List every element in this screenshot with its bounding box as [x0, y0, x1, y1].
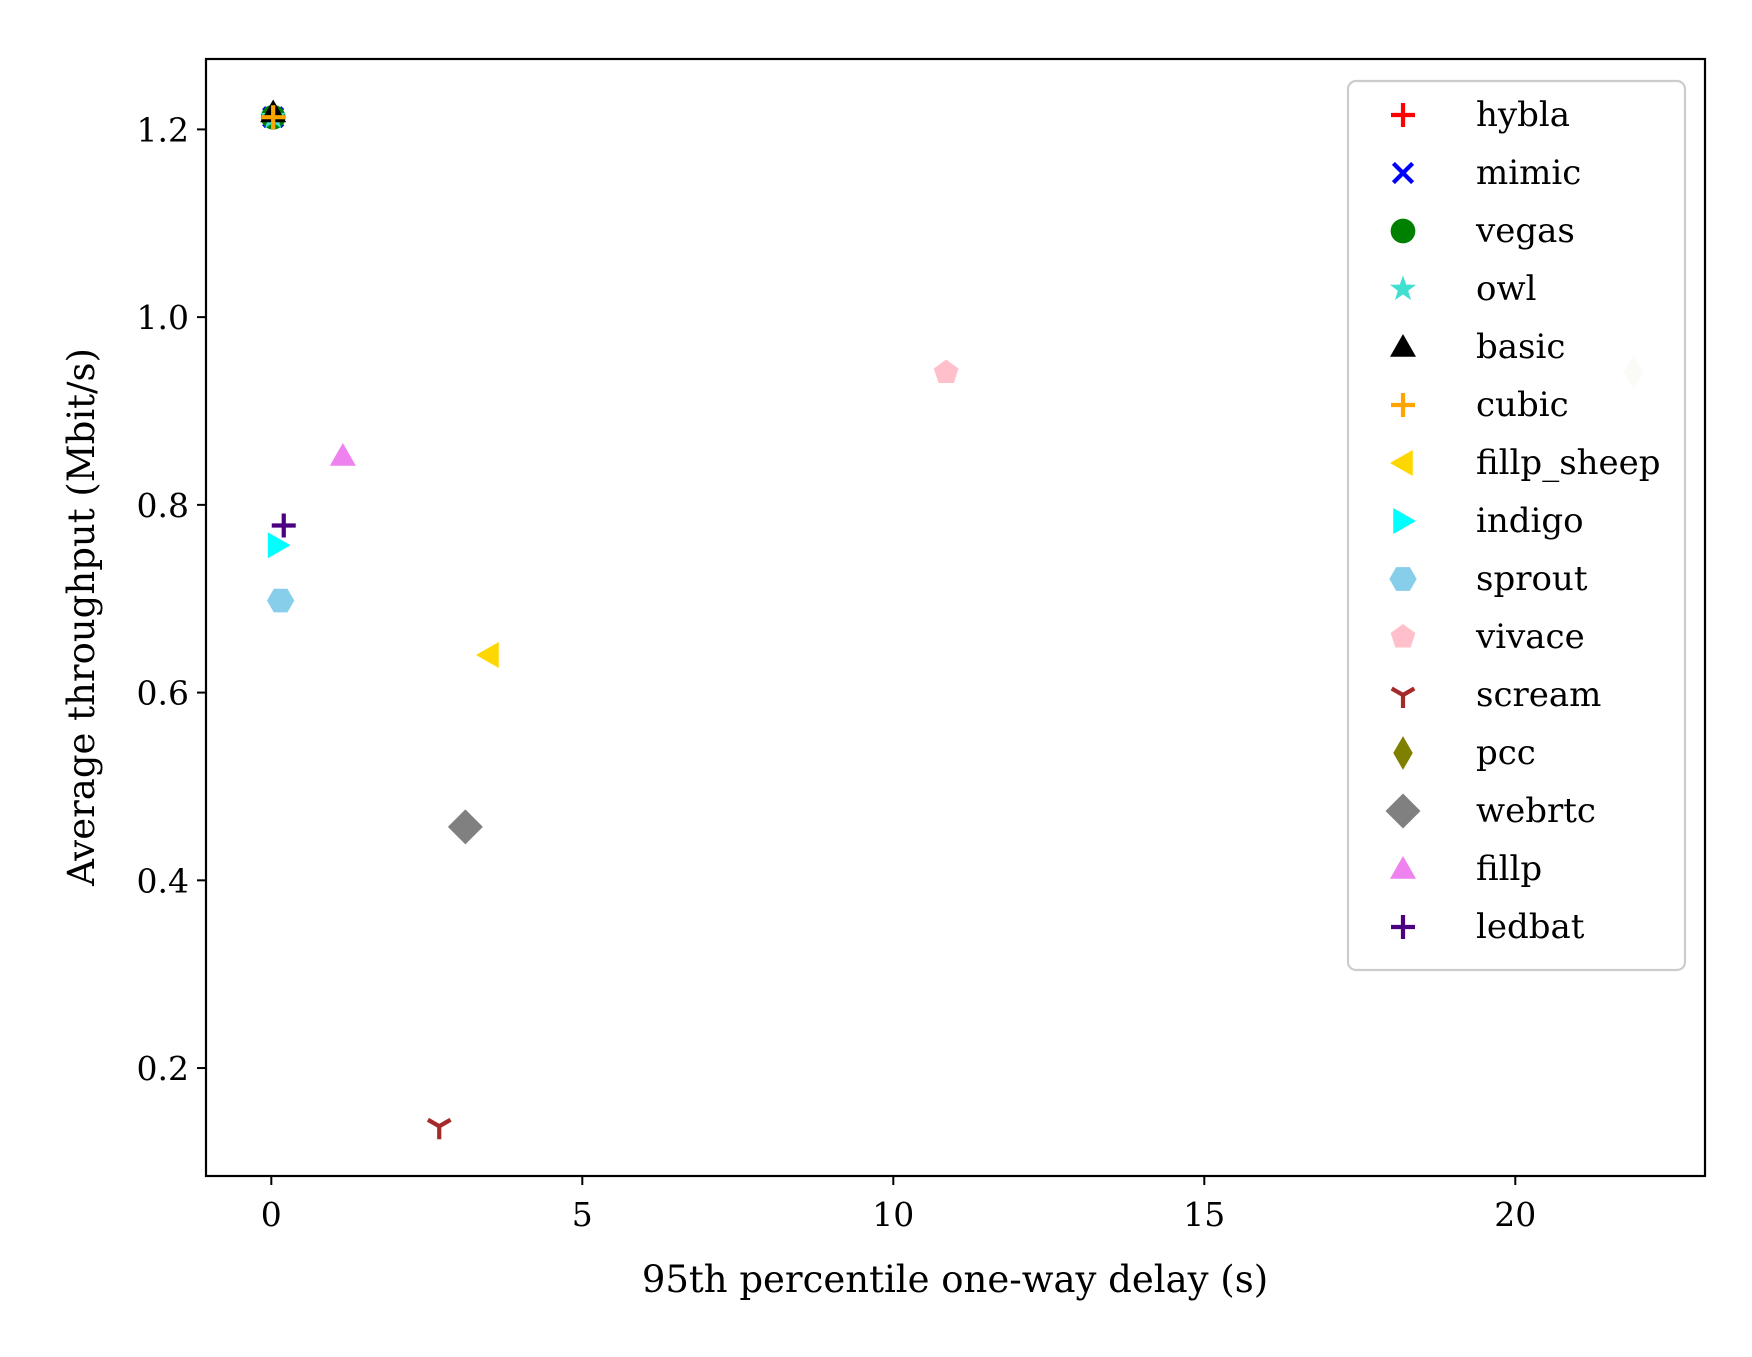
x-axis-ticks: 0 5 10 15 20 — [261, 1176, 1536, 1234]
y-tick-label: 0.2 — [137, 1049, 189, 1088]
y-axis-ticks: 0.2 0.4 0.6 0.8 1.0 1.2 — [137, 110, 206, 1088]
y-tick-label: 0.8 — [137, 486, 189, 525]
y-tick-label: 0.6 — [137, 674, 189, 713]
legend-marker-cubic — [1391, 393, 1415, 417]
data-point-vivace — [933, 359, 959, 384]
legend-label-basic: basic — [1476, 327, 1565, 367]
legend-marker-pcc — [1393, 736, 1413, 770]
y-axis-label: Average throughput (Mbit/s) — [60, 348, 103, 887]
legend-marker-vivace — [1390, 624, 1416, 648]
legend-label-pcc: pcc — [1476, 733, 1536, 773]
legend-label-scream: scream — [1476, 675, 1601, 715]
legend: hybla mimic vegas owl basic cubic fillp_sheepi… — [1346, 79, 1687, 972]
legend-box — [1346, 79, 1687, 972]
legend-marker-webrtc — [1385, 793, 1421, 829]
legend-marker-fillp — [1390, 856, 1416, 879]
x-tick-label: 5 — [572, 1195, 593, 1234]
legend-label-hybla: hybla — [1476, 95, 1570, 135]
y-tick-label: 1.2 — [137, 110, 189, 149]
x-tick-label: 0 — [261, 1195, 282, 1234]
legend-marker-vegas — [1390, 218, 1416, 244]
legend-label-fillp: fillp — [1476, 849, 1542, 889]
legend-label-mimic: mimic — [1476, 153, 1581, 193]
data-point-ledbat — [271, 513, 296, 538]
legend-marker-indigo — [1393, 508, 1416, 534]
data-point-webrtc — [447, 809, 483, 845]
data-point-indigo — [267, 532, 291, 559]
legend-label-sprout: sprout — [1476, 559, 1588, 599]
plot-area-frame — [204, 57, 1707, 1178]
legend-label-fillp-sheep: fillp_sheep — [1476, 443, 1661, 483]
legend-marker-scream — [1390, 686, 1416, 708]
legend-label-cubic: cubic — [1476, 385, 1569, 425]
x-tick-label: 10 — [872, 1195, 914, 1234]
legend-marker-basic — [1390, 334, 1416, 357]
legend-label-vivace: vivace — [1475, 617, 1585, 657]
data-point-cubic — [261, 105, 286, 130]
legend-marker-mimic — [1391, 161, 1415, 185]
legend-marker-ledbat — [1391, 915, 1415, 939]
x-tick-label: 20 — [1494, 1195, 1536, 1234]
legend-label-vegas: vegas — [1475, 211, 1575, 251]
legend-items: hybla mimic vegas owl basic cubic fillp_sheepi… — [1385, 95, 1661, 947]
legend-label-indigo: indigo — [1476, 501, 1584, 541]
y-tick-label: 1.0 — [137, 298, 189, 337]
data-point-scream — [426, 1117, 452, 1140]
legend-label-webrtc: webrtc — [1476, 791, 1596, 831]
legend-marker-sprout — [1389, 567, 1417, 591]
data-point-sprout — [266, 588, 295, 613]
x-axis-label: 95th percentile one-way delay (s) — [642, 1258, 1268, 1301]
legend-label-owl: owl — [1476, 269, 1536, 309]
data-point-fillp-sheep — [476, 642, 499, 669]
legend-label-ledbat: ledbat — [1476, 907, 1585, 947]
data-point-fillp — [329, 443, 356, 466]
legend-marker-hybla — [1391, 103, 1415, 127]
legend-marker-owl — [1390, 275, 1416, 301]
x-tick-label: 15 — [1183, 1195, 1225, 1234]
y-tick-label: 0.4 — [137, 861, 189, 900]
legend-marker-fillp-sheep — [1390, 450, 1413, 476]
